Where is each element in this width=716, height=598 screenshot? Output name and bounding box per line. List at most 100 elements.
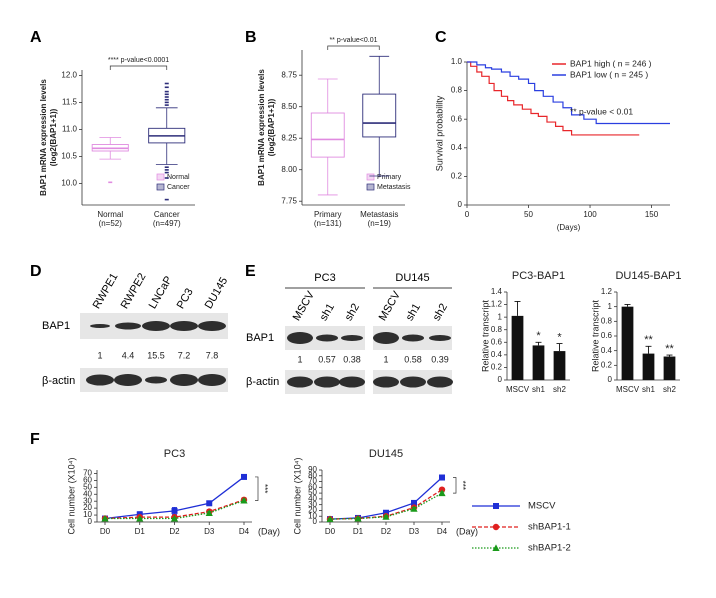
annotation: **** p-value<0.0001 — [108, 57, 169, 64]
x-tick-label: D1 — [135, 527, 146, 536]
y-tick-label: 0 — [313, 517, 318, 526]
y-tick-label: 30 — [308, 500, 317, 509]
bar — [642, 353, 655, 380]
panel-label: E — [245, 263, 256, 280]
legend-label: Normal — [167, 174, 190, 181]
y-tick-label: 50 — [83, 482, 92, 491]
y-tick-label: 20 — [308, 506, 317, 515]
data-point — [241, 473, 247, 480]
annotation: *** — [458, 481, 467, 490]
data-point — [411, 499, 417, 506]
band-ratio: 1 — [297, 354, 302, 364]
legend-label: shBAP1-2 — [528, 543, 571, 554]
y-axis-label: BAP1 mRNA expression levels — [39, 79, 48, 196]
series-line — [329, 492, 443, 520]
blot-band — [142, 321, 170, 331]
panel-label: C — [435, 29, 447, 46]
data-point — [101, 514, 109, 522]
blot-band — [400, 376, 426, 388]
survival-curve — [467, 61, 640, 136]
x-tick-label: D1 — [353, 527, 364, 536]
box — [362, 93, 397, 138]
y-tick-label: 8.25 — [281, 133, 297, 142]
y-axis-label: Relative transcript — [480, 299, 490, 372]
x-tick-label: Normal — [97, 210, 123, 219]
blot-band — [339, 376, 365, 388]
x-tick-label: D3 — [409, 527, 420, 536]
legend-marker — [492, 523, 500, 531]
x-tick-label: D0 — [100, 527, 111, 536]
blot-band — [287, 376, 313, 388]
error-bar — [514, 300, 521, 316]
y-tick-label: 50 — [308, 488, 317, 497]
band-ratio: 4.4 — [122, 350, 135, 360]
y-tick-label: 1.2 — [491, 300, 503, 309]
significance-bracket — [109, 65, 168, 70]
x-tick-label: MSCV — [506, 385, 530, 394]
y-tick-label: 12.0 — [61, 71, 77, 80]
data-point — [206, 500, 213, 507]
annotation: * — [557, 331, 562, 343]
legend-marker — [492, 544, 500, 551]
y-tick-label: 0.8 — [451, 86, 463, 95]
blot-band — [316, 334, 338, 342]
data-point — [439, 474, 445, 481]
band-ratio: 0.38 — [343, 354, 361, 364]
blot-band — [314, 376, 340, 388]
y-tick-label: 1 — [608, 302, 613, 311]
y-tick-label: 0.8 — [601, 316, 613, 325]
x-tick-label: D4 — [239, 527, 250, 536]
y-axis-label: Cell number (X10⁴) — [66, 458, 76, 535]
y-tick-label: 0.4 — [451, 143, 463, 152]
blot-band — [198, 374, 226, 386]
y-tick-label: 0 — [458, 200, 463, 209]
legend-label: Primary — [377, 174, 402, 181]
data-point — [240, 496, 248, 504]
chart-title: DU145 — [369, 448, 403, 460]
x-axis-label: (Day) — [456, 526, 478, 536]
row-label: BAP1 — [246, 332, 274, 344]
row-label: BAP1 — [42, 320, 70, 332]
blot-band — [287, 332, 313, 344]
x-tick-label: Metastasis — [360, 210, 398, 219]
y-tick-label: 60 — [308, 482, 317, 491]
band-ratio: 15.5 — [147, 350, 165, 360]
data-point — [170, 514, 179, 522]
blot-band — [341, 335, 363, 341]
error-bar — [645, 345, 652, 354]
annotation: *** — [260, 484, 269, 493]
x-tick-note: (n=52) — [99, 219, 123, 228]
x-tick-note: (n=19) — [368, 219, 392, 228]
y-tick-label: 0.6 — [601, 331, 613, 340]
panel-label: A — [30, 29, 42, 46]
group-label: DU145 — [395, 272, 429, 284]
band-ratio: 1 — [383, 354, 388, 364]
blot-band — [115, 322, 141, 330]
legend-label: BAP1 low ( n = 245 ) — [570, 69, 648, 79]
blot-band — [429, 335, 451, 341]
y-tick-label: 0.2 — [491, 363, 503, 372]
y-tick-label: 0 — [608, 375, 613, 384]
data-point — [205, 509, 213, 516]
data-point — [438, 489, 446, 497]
data-point — [354, 514, 362, 522]
y-tick-label: 0.6 — [491, 337, 503, 346]
annotation: ** p-value < 0.01 — [570, 106, 633, 116]
annotation: ** — [665, 343, 674, 355]
y-tick-label: 90 — [308, 465, 317, 474]
y-tick-label: 80 — [308, 471, 317, 480]
x-tick-label: Cancer — [154, 210, 180, 219]
blot-band — [90, 324, 110, 328]
x-tick-label: Primary — [314, 210, 342, 219]
significance-bracket — [255, 476, 259, 501]
legend-label: Metastasis — [377, 184, 411, 191]
y-tick-label: 10 — [83, 510, 92, 519]
legend-label: shBAP1-1 — [528, 522, 571, 533]
legend-marker — [493, 503, 499, 509]
blot-band — [170, 321, 198, 331]
y-tick-label: 8.50 — [281, 102, 297, 111]
band-ratio: 0.57 — [318, 354, 336, 364]
row-label: β-actin — [42, 375, 75, 387]
panel-label: F — [30, 431, 40, 448]
y-tick-label: 10.5 — [61, 152, 77, 161]
